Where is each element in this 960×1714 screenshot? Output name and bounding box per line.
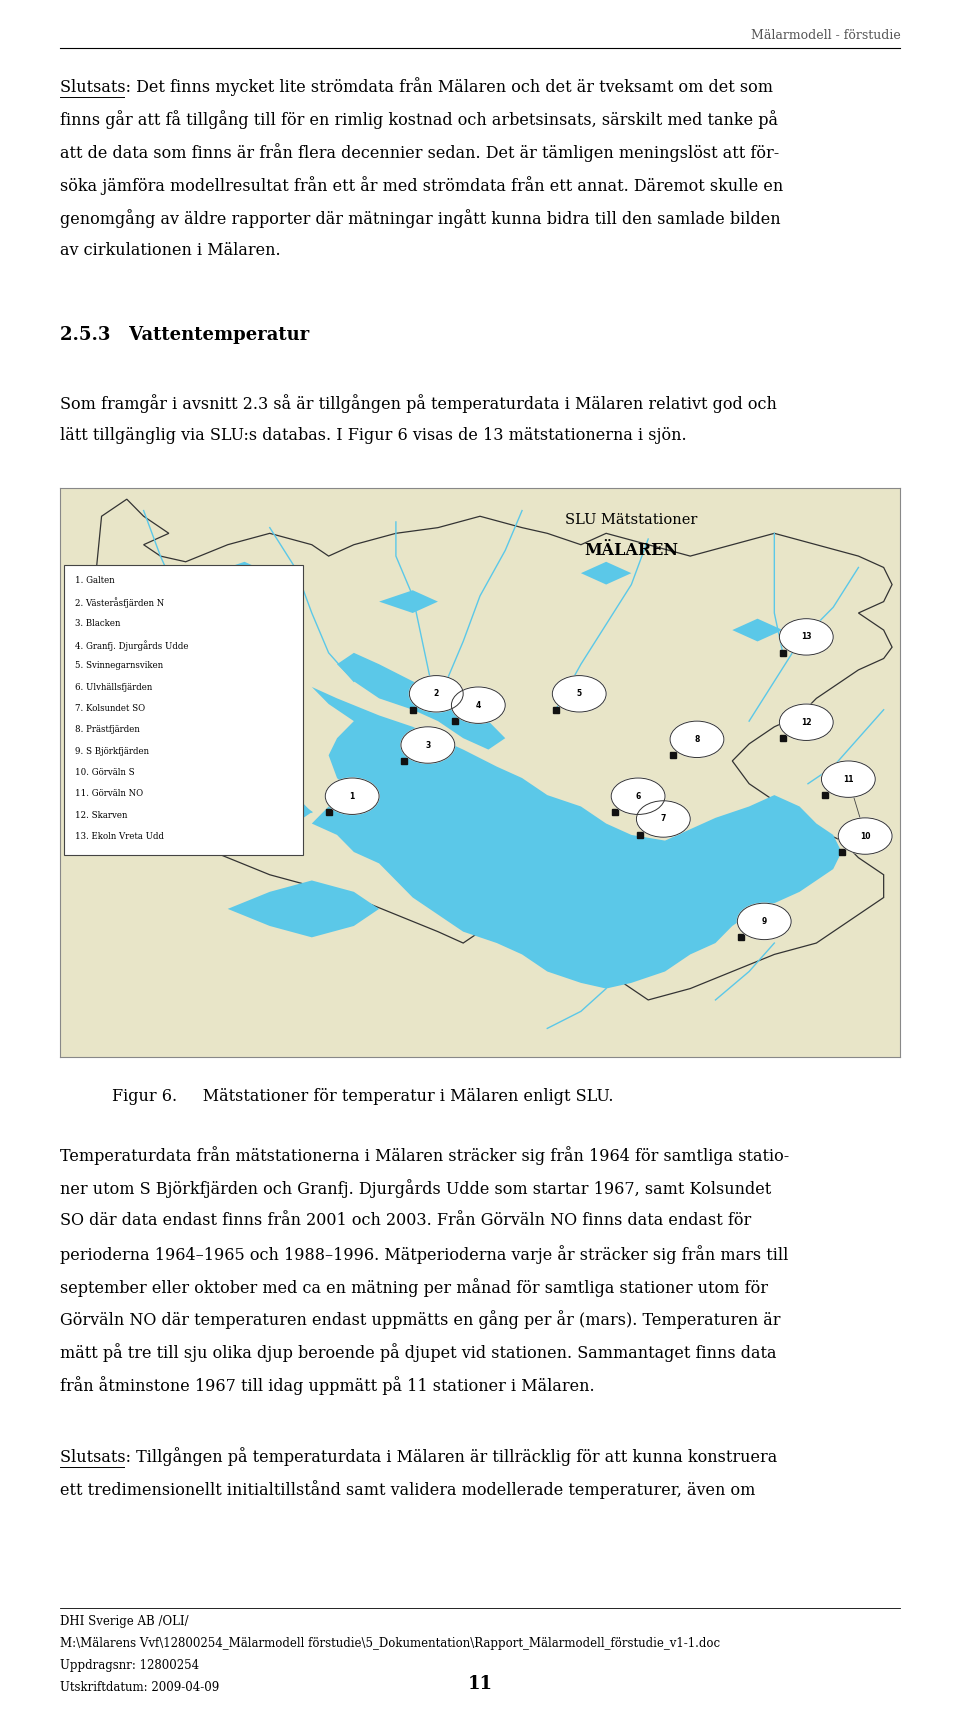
Text: 1: 1 (349, 792, 355, 800)
Circle shape (822, 761, 876, 797)
Text: Temperaturdata från mätstationerna i Mälaren sträcker sig från 1964 för samtliga: Temperaturdata från mätstationerna i Mäl… (60, 1147, 789, 1166)
Polygon shape (337, 653, 505, 749)
Text: 2. Västeråsfjärden N: 2. Västeråsfjärden N (75, 598, 164, 608)
Text: 6: 6 (636, 792, 640, 800)
Text: 2.5.3   Vattentemperatur: 2.5.3 Vattentemperatur (60, 326, 309, 345)
Text: av cirkulationen i Mälaren.: av cirkulationen i Mälaren. (60, 242, 280, 259)
Polygon shape (211, 562, 270, 584)
Polygon shape (312, 687, 842, 989)
Circle shape (838, 818, 892, 854)
Text: ett tredimensionellt initialtillstånd samt validera modellerade temperaturer, äv: ett tredimensionellt initialtillstånd sa… (60, 1479, 755, 1498)
Text: 5. Svinnegarnsviken: 5. Svinnegarnsviken (75, 662, 163, 670)
Text: från åtminstone 1967 till idag uppmätt på 11 stationer i Mälaren.: från åtminstone 1967 till idag uppmätt p… (60, 1376, 594, 1395)
Text: SLU Mätstationer: SLU Mätstationer (565, 514, 698, 528)
Text: Utskriftdatum: 2009-04-09: Utskriftdatum: 2009-04-09 (60, 1681, 219, 1695)
Circle shape (401, 727, 455, 763)
Text: mätt på tre till sju olika djup beroende på djupet vid stationen. Sammantaget fi: mätt på tre till sju olika djup beroende… (60, 1344, 776, 1363)
Text: Uppdragsnr: 12800254: Uppdragsnr: 12800254 (60, 1659, 199, 1673)
Polygon shape (228, 881, 379, 938)
Text: 4. Granfj. Djurgårds Udde: 4. Granfj. Djurgårds Udde (75, 639, 188, 651)
Circle shape (612, 778, 665, 814)
Text: Som framgår i avsnitt 2.3 så är tillgången på temperaturdata i Mälaren relativt : Som framgår i avsnitt 2.3 så är tillgång… (60, 394, 777, 413)
Text: ner utom S Björkfjärden och Granfj. Djurgårds Udde som startar 1967, samt Kolsun: ner utom S Björkfjärden och Granfj. Djur… (60, 1179, 771, 1198)
Text: 6. Ulvhällsfjärden: 6. Ulvhällsfjärden (75, 682, 152, 692)
Text: SO där data endast finns från 2001 och 2003. Från Görväln NO finns data endast f: SO där data endast finns från 2001 och 2… (60, 1212, 751, 1229)
Text: Mälarmodell - förstudie: Mälarmodell - förstudie (751, 29, 900, 43)
Text: 9: 9 (761, 917, 767, 926)
Circle shape (451, 687, 505, 723)
Circle shape (552, 675, 606, 711)
Text: 13. Ekoln Vreta Udd: 13. Ekoln Vreta Udd (75, 831, 163, 842)
Text: 10. Görväln S: 10. Görväln S (75, 768, 134, 776)
Text: söka jämföra modellresultat från ett år med strömdata från ett annat. Däremot sk: söka jämföra modellresultat från ett år … (60, 177, 782, 195)
Text: 12. Skarven: 12. Skarven (75, 811, 127, 819)
Text: genomgång av äldre rapporter där mätningar ingått kunna bidra till den samlade b: genomgång av äldre rapporter där mätning… (60, 209, 780, 228)
Text: Slutsats: Tillgången på temperaturdata i Mälaren är tillräcklig för att kunna ko: Slutsats: Tillgången på temperaturdata i… (60, 1447, 777, 1465)
Text: att de data som finns är från flera decennier sedan. Det är tämligen meningslöst: att de data som finns är från flera dece… (60, 142, 779, 161)
Text: finns går att få tillgång till för en rimlig kostnad och arbetsinsats, särskilt : finns går att få tillgång till för en ri… (60, 110, 778, 129)
Text: 2: 2 (434, 689, 439, 698)
Text: september eller oktober med ca en mätning per månad för samtliga stationer utom : september eller oktober med ca en mätnin… (60, 1277, 768, 1296)
Text: 8: 8 (694, 735, 700, 744)
Text: 10: 10 (860, 831, 871, 840)
Text: 4: 4 (476, 701, 481, 710)
Text: 11: 11 (468, 1675, 492, 1693)
Polygon shape (581, 562, 632, 584)
Text: 3: 3 (425, 740, 430, 749)
Text: Slutsats: Det finns mycket lite strömdata från Mälaren och det är tveksamt om de: Slutsats: Det finns mycket lite strömdat… (60, 77, 773, 96)
Text: 7. Kolsundet SO: 7. Kolsundet SO (75, 704, 145, 713)
Polygon shape (732, 619, 782, 641)
Text: 5: 5 (577, 689, 582, 698)
Circle shape (780, 619, 833, 655)
Text: 9. S Björkfjärden: 9. S Björkfjärden (75, 747, 149, 756)
Circle shape (737, 903, 791, 939)
Text: 11: 11 (843, 775, 853, 783)
Text: 3. Blacken: 3. Blacken (75, 619, 120, 627)
Text: perioderna 1964–1965 och 1988–1996. Mätperioderna varje år sträcker sig från mar: perioderna 1964–1965 och 1988–1996. Mätp… (60, 1244, 788, 1263)
Text: Figur 6.     Mätstationer för temperatur i Mälaren enligt SLU.: Figur 6. Mätstationer för temperatur i M… (112, 1088, 613, 1106)
Text: Görväln NO där temperaturen endast uppmätts en gång per år (mars). Temperaturen : Görväln NO där temperaturen endast uppmä… (60, 1311, 780, 1330)
Text: 7: 7 (660, 814, 666, 823)
Text: DHI Sverige AB /OLI/: DHI Sverige AB /OLI/ (60, 1615, 188, 1628)
Circle shape (780, 704, 833, 740)
Circle shape (325, 778, 379, 814)
Text: 13: 13 (801, 632, 811, 641)
Circle shape (409, 675, 463, 711)
FancyBboxPatch shape (63, 564, 303, 855)
Polygon shape (379, 590, 438, 614)
Text: 12: 12 (801, 718, 811, 727)
Circle shape (670, 722, 724, 758)
Text: 11. Görväln NO: 11. Görväln NO (75, 790, 143, 799)
Text: 8. Prästfjärden: 8. Prästfjärden (75, 725, 139, 734)
Polygon shape (84, 499, 892, 999)
Text: M:\Mälarens Vvf\12800254_Mälarmodell förstudie\5_Dokumentation\Rapport_Mälarmode: M:\Mälarens Vvf\12800254_Mälarmodell för… (60, 1637, 720, 1651)
Text: MÄLAREN: MÄLAREN (585, 542, 679, 559)
Text: 1. Galten: 1. Galten (75, 576, 114, 584)
Circle shape (636, 800, 690, 836)
Text: lätt tillgänglig via SLU:s databas. I Figur 6 visas de 13 mätstationerna i sjön.: lätt tillgänglig via SLU:s databas. I Fi… (60, 427, 686, 444)
Polygon shape (169, 739, 312, 823)
